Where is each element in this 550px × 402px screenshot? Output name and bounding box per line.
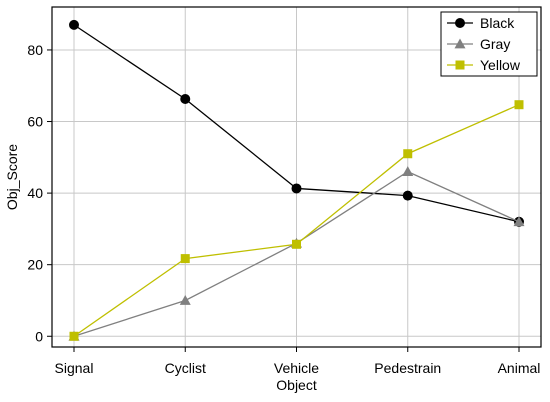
y-axis-label: Obj_Score bbox=[4, 144, 20, 210]
legend-label-gray: Gray bbox=[480, 36, 510, 52]
y-tick-label: 0 bbox=[35, 328, 43, 344]
x-tick-label: Animal bbox=[498, 360, 541, 376]
x-tick-label: Vehicle bbox=[274, 360, 319, 376]
y-tick-label: 20 bbox=[27, 257, 43, 273]
data-point-yellow bbox=[514, 100, 524, 110]
data-point-yellow bbox=[292, 239, 301, 249]
legend-entry-yellow: Yellow bbox=[447, 57, 521, 73]
data-point-gray bbox=[513, 216, 525, 227]
legend-entry-black: Black bbox=[447, 15, 515, 31]
series-yellow bbox=[69, 100, 524, 341]
x-tick-label: Signal bbox=[55, 360, 94, 376]
x-tick-label: Pedestrain bbox=[374, 360, 441, 376]
legend-label-yellow: Yellow bbox=[480, 57, 521, 73]
legend: Black Gray Yellow bbox=[440, 11, 538, 77]
data-point-yellow bbox=[69, 331, 79, 341]
data-point-yellow bbox=[403, 149, 413, 159]
data-point-black bbox=[69, 19, 79, 30]
data-point-yellow bbox=[180, 254, 190, 264]
data-point-black bbox=[180, 93, 191, 104]
legend-label-black: Black bbox=[480, 15, 515, 31]
y-tick-label: 60 bbox=[27, 114, 43, 130]
data-point-gray bbox=[402, 166, 414, 177]
data-point-black bbox=[402, 190, 413, 201]
grid bbox=[52, 7, 541, 347]
series-layer bbox=[68, 19, 525, 341]
y-tick-label: 40 bbox=[27, 185, 43, 201]
data-point-gray bbox=[179, 294, 191, 305]
legend-entry-gray: Gray bbox=[447, 36, 510, 52]
y-axis-ticks: 0 20 40 60 80 bbox=[27, 42, 52, 344]
legend-marker-gray bbox=[454, 38, 466, 49]
legend-marker-black bbox=[455, 18, 465, 28]
y-tick-label: 80 bbox=[27, 42, 43, 58]
x-axis-label: Object bbox=[276, 377, 317, 393]
x-axis-ticks: Signal Cyclist Vehicle Pedestrain Animal bbox=[55, 347, 541, 376]
series-black bbox=[69, 19, 524, 227]
x-tick-label: Cyclist bbox=[165, 360, 206, 376]
legend-marker-yellow bbox=[455, 60, 465, 70]
data-point-black bbox=[291, 183, 302, 194]
